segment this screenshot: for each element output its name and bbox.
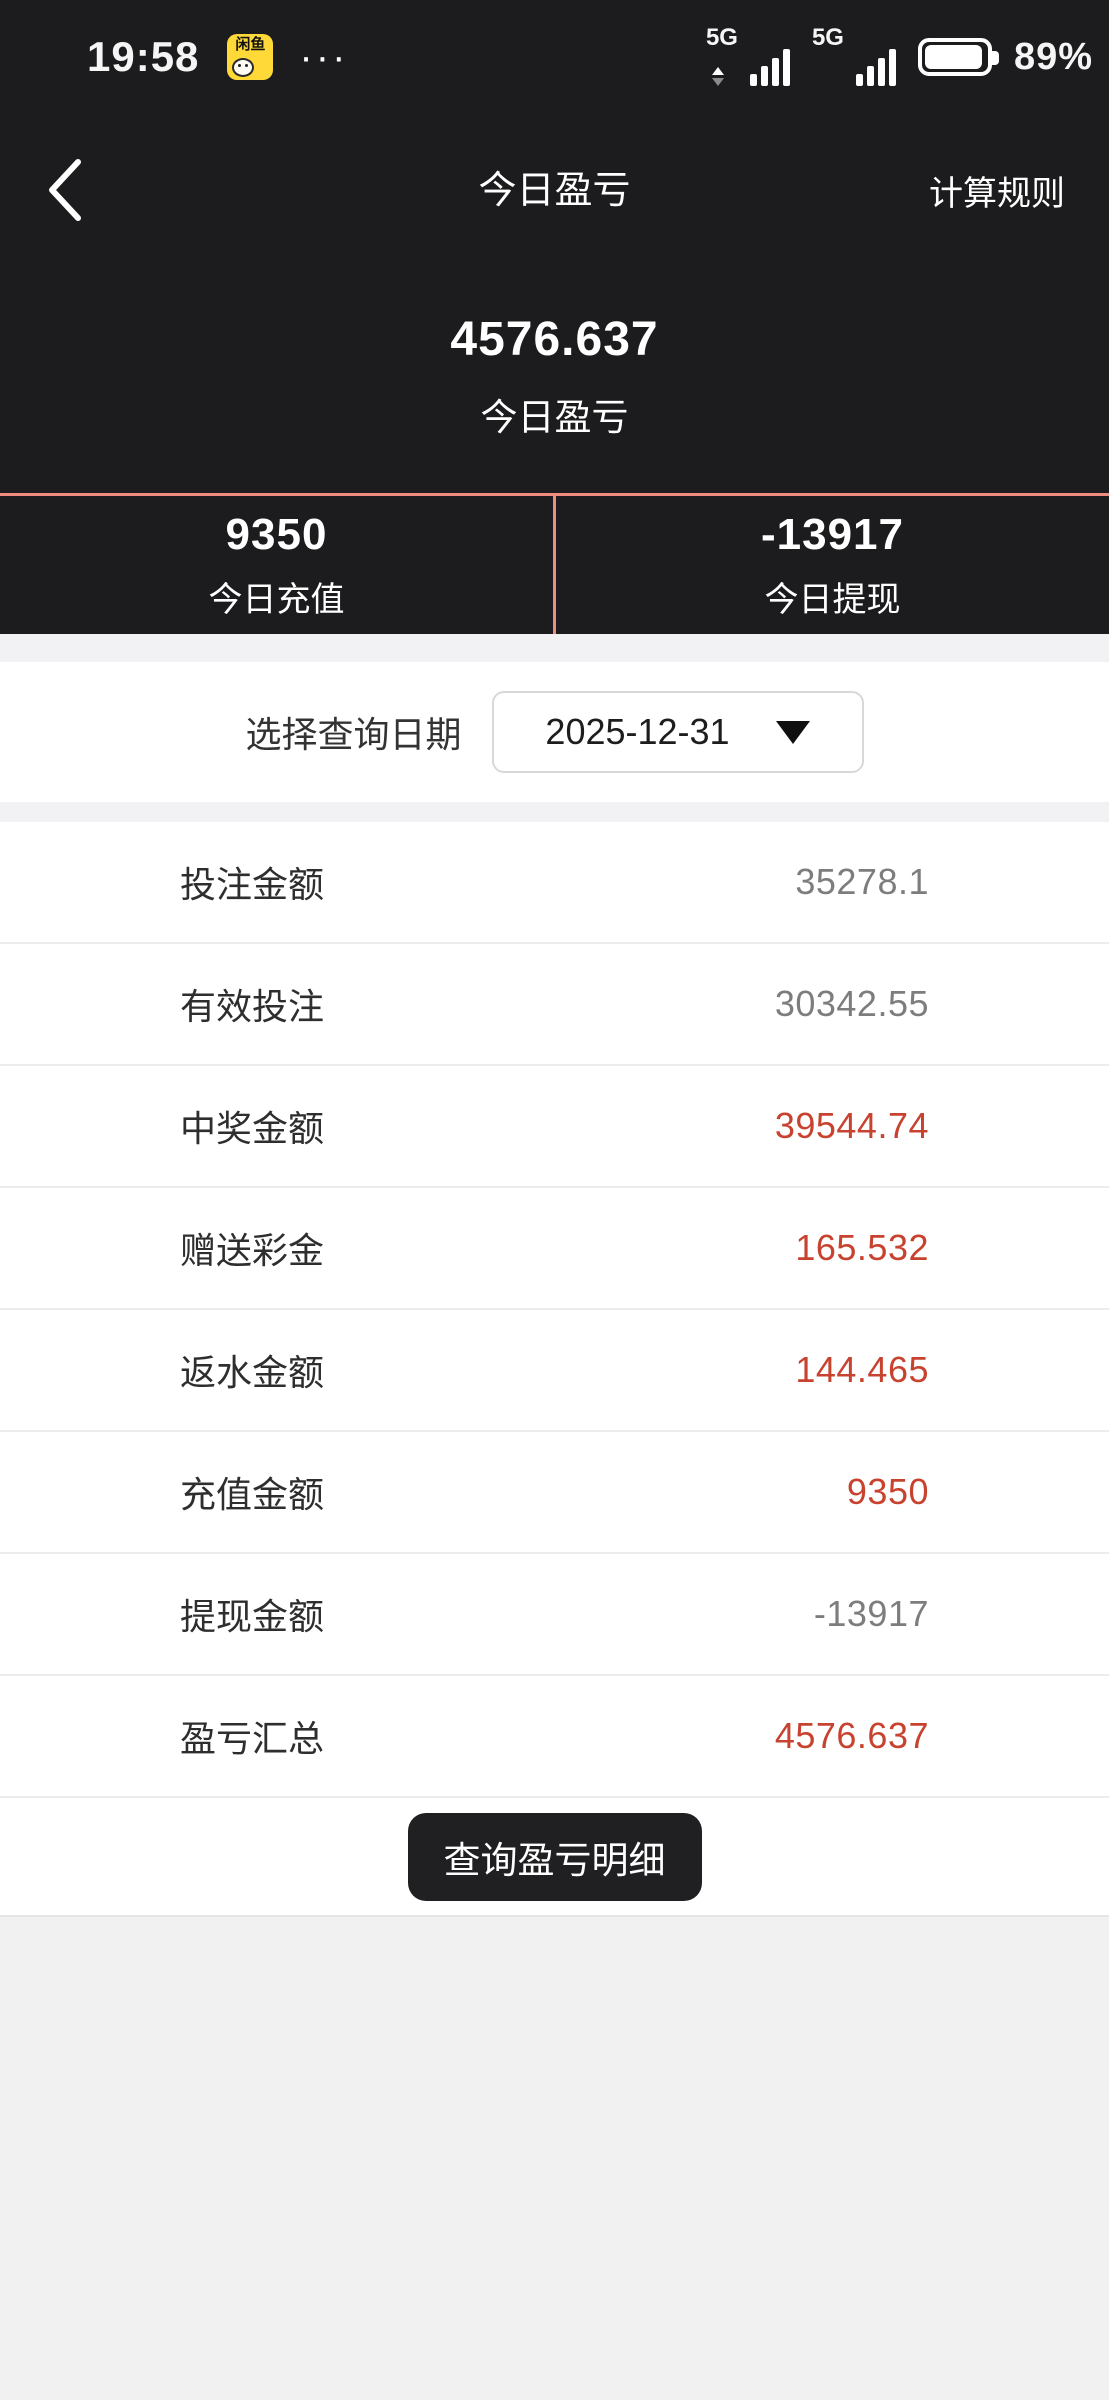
date-select[interactable]: 2025-12-31 (491, 691, 864, 773)
status-right: 5G 5G 89% (706, 26, 1093, 88)
data-activity-arrows-icon (711, 67, 724, 86)
today-withdraw-value: -13917 (760, 509, 904, 559)
signal-icon-sim1: 5G (706, 26, 790, 88)
hero-summary: 4576.637 今日盈亏 (0, 260, 1109, 493)
calc-rules-link[interactable]: 计算规则 (929, 166, 1065, 215)
row-label: 返水金额 (180, 1352, 325, 1393)
signal-icon-sim2: 5G (812, 26, 896, 88)
clock: 19:58 (87, 33, 200, 80)
app-icon-label: 闲鱼 (235, 36, 266, 53)
section-divider (0, 802, 1109, 822)
section-divider (0, 634, 1109, 662)
battery-icon (917, 38, 999, 76)
date-picker-row: 选择查询日期 2025-12-31 (0, 662, 1109, 802)
fish-face-icon (232, 58, 255, 77)
nav-bar: 今日盈亏 计算规则 (0, 100, 1109, 260)
table-row: 返水金额 144.465 (0, 1310, 1109, 1432)
row-label: 投注金额 (180, 864, 325, 905)
row-value: -13917 (813, 1593, 929, 1634)
table-row: 盈亏汇总 4576.637 (0, 1676, 1109, 1798)
footer-spacer (0, 1915, 1109, 2400)
row-label: 充值金额 (180, 1474, 325, 1515)
sim1-network-label: 5G (705, 24, 738, 51)
table-row: 提现金额 -13917 (0, 1554, 1109, 1676)
table-row: 有效投注 30342.55 (0, 944, 1109, 1066)
today-stats: 9350 今日充值 -13917 今日提现 (0, 493, 1109, 634)
signal-bars-icon (855, 49, 896, 86)
row-value: 30342.55 (774, 983, 929, 1024)
row-value: 35278.1 (795, 861, 929, 902)
chevron-down-icon (775, 720, 810, 744)
button-section: 查询盈亏明细 (0, 1798, 1109, 1915)
row-label: 中奖金额 (180, 1108, 325, 1149)
page-title: 今日盈亏 (478, 170, 631, 213)
row-label: 有效投注 (180, 986, 325, 1027)
signal-bars-icon (749, 49, 790, 86)
app-icon[interactable]: 闲鱼 (227, 34, 274, 80)
todays-profit-label: 今日盈亏 (480, 397, 629, 438)
status-bar: 19:58 闲鱼 ··· 5G 5G (0, 0, 1109, 100)
table-row: 充值金额 9350 (0, 1432, 1109, 1554)
date-picker-label: 选择查询日期 (245, 714, 462, 755)
row-label: 盈亏汇总 (180, 1718, 325, 1759)
row-value: 165.532 (795, 1227, 929, 1268)
row-label: 赠送彩金 (180, 1230, 325, 1271)
data-rows: 投注金额 35278.1 有效投注 30342.55 中奖金额 39544.74… (0, 822, 1109, 1798)
chevron-left-icon (49, 159, 81, 221)
row-value: 39544.74 (774, 1105, 929, 1146)
row-value: 4576.637 (774, 1715, 929, 1756)
more-dots-icon: ··· (299, 35, 349, 79)
table-row: 中奖金额 39544.74 (0, 1066, 1109, 1188)
sim2-network-label: 5G (811, 24, 844, 51)
row-value: 9350 (846, 1471, 929, 1512)
today-withdraw-label: 今日提现 (764, 580, 901, 619)
battery-percent: 89% (1013, 35, 1093, 78)
row-value: 144.465 (795, 1349, 929, 1390)
today-recharge-cell: 9350 今日充值 (0, 496, 556, 634)
today-withdraw-cell: -13917 今日提现 (556, 496, 1109, 634)
today-recharge-label: 今日充值 (208, 580, 345, 619)
row-label: 提现金额 (180, 1596, 325, 1637)
today-recharge-value: 9350 (225, 509, 328, 559)
date-select-value: 2025-12-31 (545, 711, 730, 752)
query-profit-detail-button[interactable]: 查询盈亏明细 (407, 1812, 702, 1901)
table-row: 投注金额 35278.1 (0, 822, 1109, 944)
todays-profit-value: 4576.637 (450, 313, 659, 366)
table-row: 赠送彩金 165.532 (0, 1188, 1109, 1310)
back-button[interactable] (44, 155, 104, 225)
